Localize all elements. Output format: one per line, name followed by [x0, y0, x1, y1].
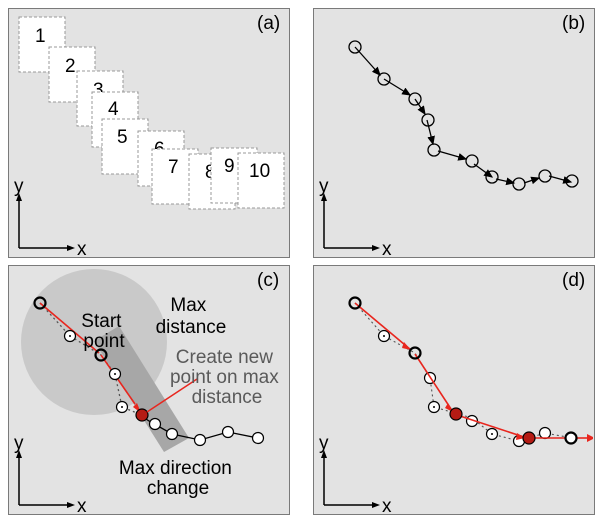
axis-x-label: x [382, 496, 392, 513]
axes-icon: y x [319, 176, 392, 260]
svg-text:3: 3 [93, 80, 104, 101]
image-frames: 1 2 3 4 5 6 7 8 9 10 [18, 16, 285, 210]
frame-10: 10 [237, 152, 285, 209]
axis-y-label: y [14, 176, 24, 197]
new-point-text: Create new point on max distance [170, 347, 284, 408]
start-point [348, 296, 362, 310]
axes-icon: y x [319, 433, 392, 517]
panel-a-canvas: (a) 1 2 3 4 5 6 7 8 9 10 y x [14, 13, 285, 260]
panel-a: (a) 1 2 3 4 5 6 7 8 9 10 y x [8, 8, 290, 260]
axis-y-label: y [319, 176, 329, 197]
svg-text:10: 10 [249, 161, 270, 182]
trajectory-path [354, 302, 573, 442]
start-point [33, 296, 47, 310]
panel-d: (d) y [313, 265, 595, 517]
new-point [135, 408, 149, 422]
svg-text:4: 4 [108, 99, 119, 120]
panel-a-label: (a) [257, 13, 280, 34]
panel-c: (c) Start point Max distance [8, 265, 290, 517]
new-point [522, 431, 536, 445]
panel-c-canvas: (c) Start point Max distance [14, 269, 284, 517]
max-direction-text: Max direction change [119, 458, 237, 499]
panel-d-label: (d) [562, 270, 585, 291]
panel-b: (b) y x [313, 8, 595, 260]
panel-b-label: (b) [562, 13, 585, 34]
max-direction-band [94, 326, 189, 452]
svg-text:7: 7 [168, 157, 179, 178]
arrow-head [402, 342, 411, 350]
new-point-pointer [146, 378, 198, 413]
panel-d-canvas: (d) y [319, 270, 595, 517]
arrow-head [587, 434, 595, 442]
svg-text:2: 2 [65, 56, 76, 77]
end-point [564, 431, 578, 445]
start-point-text: Start point [81, 311, 126, 352]
axis-x-label: x [77, 496, 87, 513]
svg-text:9: 9 [224, 156, 235, 177]
trajectory-points [348, 40, 579, 191]
frame-1: 1 [18, 16, 66, 73]
axis-y-label: y [14, 433, 24, 454]
axes-icon: y x [14, 176, 87, 260]
max-distance-text: Max distance [156, 295, 227, 338]
trajectory-points [63, 329, 265, 447]
panel-b-canvas: (b) y x [319, 13, 585, 260]
trajectory-path [354, 46, 573, 186]
svg-text:5: 5 [117, 127, 128, 148]
svg-text:1: 1 [35, 26, 46, 47]
start-point-ring [94, 348, 108, 362]
axis-x-label: x [77, 239, 87, 256]
svg-text:8: 8 [205, 162, 216, 183]
axis-y-label: y [319, 433, 329, 454]
axis-x-label: x [382, 239, 392, 256]
panel-c-label: (c) [257, 270, 279, 291]
simplified-point [408, 346, 422, 360]
new-point [449, 407, 463, 421]
axes-icon: y x [14, 433, 87, 517]
dot-markers [383, 335, 493, 435]
dot-markers [69, 335, 123, 408]
